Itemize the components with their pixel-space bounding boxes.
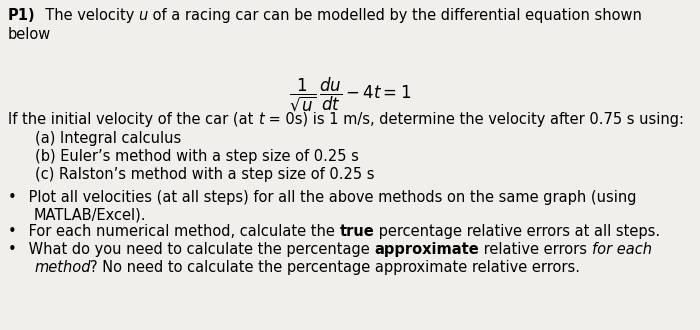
Text: below: below xyxy=(8,27,51,42)
Text: The velocity: The velocity xyxy=(36,8,139,23)
Text: •: • xyxy=(8,224,17,239)
Text: MATLAB/Excel).: MATLAB/Excel). xyxy=(34,207,146,222)
Text: true: true xyxy=(340,224,374,239)
Text: $\dfrac{1}{\sqrt{u}}\,\dfrac{du}{dt} - 4t = 1$: $\dfrac{1}{\sqrt{u}}\,\dfrac{du}{dt} - 4… xyxy=(289,75,411,113)
Text: = 0s) is 1 m/s, determine the velocity after 0.75 s using:: = 0s) is 1 m/s, determine the velocity a… xyxy=(264,112,684,127)
Text: What do you need to calculate the percentage: What do you need to calculate the percen… xyxy=(24,242,374,257)
Text: If the initial velocity of the car (at: If the initial velocity of the car (at xyxy=(8,112,258,127)
Text: of a racing car can be modelled by the differential equation shown: of a racing car can be modelled by the d… xyxy=(148,8,642,23)
Text: •: • xyxy=(8,242,17,257)
Text: ? No need to calculate the percentage approximate relative errors.: ? No need to calculate the percentage ap… xyxy=(90,260,580,275)
Text: percentage relative errors at all steps.: percentage relative errors at all steps. xyxy=(374,224,660,239)
Text: Plot all velocities (at all steps) for all the above methods on the same graph (: Plot all velocities (at all steps) for a… xyxy=(24,190,636,205)
Text: method: method xyxy=(34,260,90,275)
Text: t: t xyxy=(258,112,264,127)
Text: approximate: approximate xyxy=(374,242,479,257)
Text: P1): P1) xyxy=(8,8,36,23)
Text: (c) Ralston’s method with a step size of 0.25 s: (c) Ralston’s method with a step size of… xyxy=(35,167,375,182)
Text: for each: for each xyxy=(592,242,652,257)
Text: (a) Integral calculus: (a) Integral calculus xyxy=(35,131,181,146)
Text: (b) Euler’s method with a step size of 0.25 s: (b) Euler’s method with a step size of 0… xyxy=(35,149,359,164)
Text: For each numerical method, calculate the: For each numerical method, calculate the xyxy=(24,224,340,239)
Text: u: u xyxy=(139,8,148,23)
Text: •: • xyxy=(8,190,17,205)
Text: relative errors: relative errors xyxy=(479,242,592,257)
